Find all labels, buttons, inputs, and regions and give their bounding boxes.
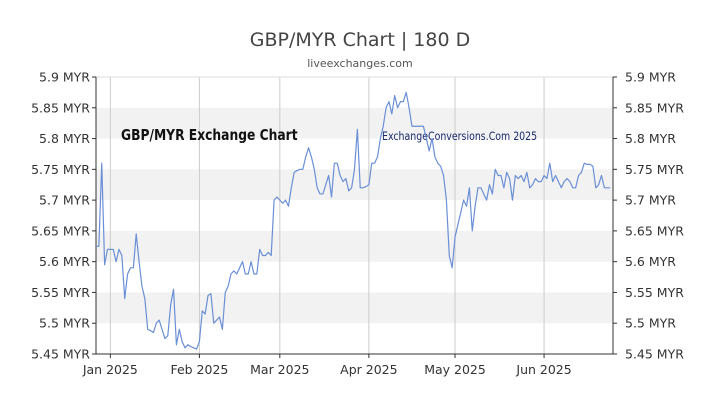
chart-subtitle: liveexchanges.com xyxy=(307,57,412,70)
y-tick-label-right: 5.45 MYR xyxy=(625,347,684,362)
y-tick-label-right: 5.75 MYR xyxy=(625,162,684,177)
series-line xyxy=(96,91,611,350)
y-tick-label-left: 5.65 MYR xyxy=(31,223,90,238)
y-tick-label-right: 5.9 MYR xyxy=(625,70,676,85)
x-tick-label: Feb 2025 xyxy=(170,362,228,377)
y-tick-label-right: 5.5 MYR xyxy=(625,316,676,331)
y-tick-label-left: 5.6 MYR xyxy=(39,254,90,269)
y-tick-label-right: 5.55 MYR xyxy=(625,285,684,300)
x-tick-label: Mar 2025 xyxy=(250,362,309,377)
x-tick-label: Jan 2025 xyxy=(82,362,138,377)
y-tick-label-right: 5.8 MYR xyxy=(625,131,676,146)
y-tick-label-left: 5.45 MYR xyxy=(31,347,90,362)
x-tick-label: Apr 2025 xyxy=(340,362,397,377)
x-tick-label: Jun 2025 xyxy=(515,362,571,377)
watermark-left: GBP/MYR Exchange Chart xyxy=(121,127,298,144)
y-tick-label-left: 5.9 MYR xyxy=(39,70,90,85)
y-tick-label-right: 5.65 MYR xyxy=(625,223,684,238)
x-axis: Jan 2025 Feb 2025 Mar 2025 Apr 2025 May 2025… xyxy=(82,354,572,377)
grid-band xyxy=(96,292,613,324)
y-tick-label-right: 5.6 MYR xyxy=(625,254,676,269)
y-tick-label-right: 5.85 MYR xyxy=(625,100,684,115)
y-tick-label-left: 5.75 MYR xyxy=(31,162,90,177)
grid-bands xyxy=(96,107,613,324)
y-tick-label-left: 5.85 MYR xyxy=(31,100,90,115)
grid-band xyxy=(96,107,613,139)
y-tick-label-left: 5.55 MYR xyxy=(31,285,90,300)
x-tick-label: May 2025 xyxy=(424,362,486,377)
y-tick-label-left: 5.8 MYR xyxy=(39,131,90,146)
vertical-grid xyxy=(109,77,545,354)
chart-title: GBP/MYR Chart | 180 D xyxy=(250,29,471,51)
y-tick-label-left: 5.7 MYR xyxy=(39,193,90,208)
y-tick-label-left: 5.5 MYR xyxy=(39,316,90,331)
grid-band xyxy=(96,169,613,201)
y-axis-right: 5.45 MYR 5.5 MYR 5.55 MYR 5.6 MYR 5.65 MYR 5.… xyxy=(613,70,684,362)
watermark-right: ExchangeConversions.Com 2025 xyxy=(382,130,537,143)
grid-band xyxy=(96,230,613,262)
y-axis-left: 5.45 MYR 5.5 MYR 5.55 MYR 5.6 MYR 5.65 MYR 5.… xyxy=(31,70,96,362)
series-group xyxy=(96,91,611,350)
y-tick-label-right: 5.7 MYR xyxy=(625,193,676,208)
plot-border xyxy=(95,76,614,355)
